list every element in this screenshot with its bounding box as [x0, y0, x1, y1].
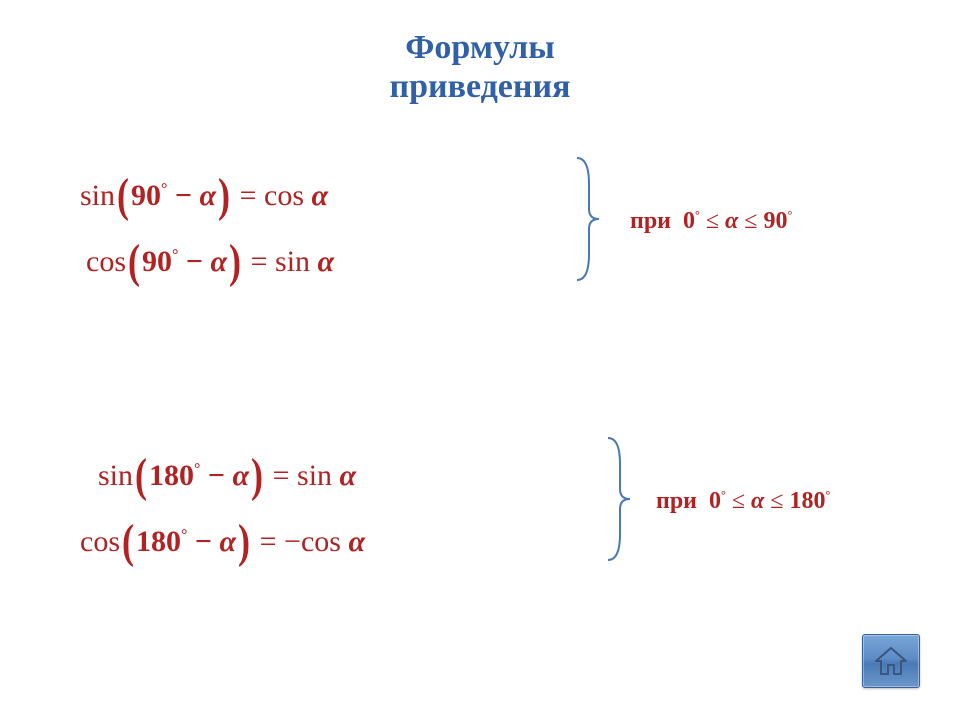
home-button[interactable]: [862, 634, 920, 688]
formula-cos-180: cos(180° − α) = −cos α: [80, 506, 365, 572]
title-line-2: приведения: [390, 68, 571, 105]
condition-90: при 0° ≤ α ≤ 90°: [630, 208, 792, 235]
home-icon: [873, 645, 909, 677]
formula-group-180: sin(180° − α) = sin α cos(180° − α) = −c…: [80, 440, 900, 572]
formula-block: sin(180° − α) = sin α cos(180° − α) = −c…: [80, 440, 365, 572]
brace-icon: [575, 154, 601, 284]
formula-sin-180: sin(180° − α) = sin α: [80, 440, 365, 506]
brace-icon: [606, 434, 632, 564]
slide: { "title": { "line1": "Формулы", "line2"…: [0, 0, 960, 720]
formula-block: sin(90° − α) = cos α cos(90° − α) = sin …: [80, 160, 334, 292]
slide-title: Формулы приведения: [0, 28, 960, 106]
formula-cos-90: cos(90° − α) = sin α: [80, 226, 334, 292]
condition-180: при 0° ≤ α ≤ 180°: [656, 488, 830, 515]
title-line-1: Формулы: [405, 29, 555, 66]
formula-group-90: sin(90° − α) = cos α cos(90° − α) = sin …: [80, 160, 900, 292]
formula-sin-90: sin(90° − α) = cos α: [80, 160, 334, 226]
